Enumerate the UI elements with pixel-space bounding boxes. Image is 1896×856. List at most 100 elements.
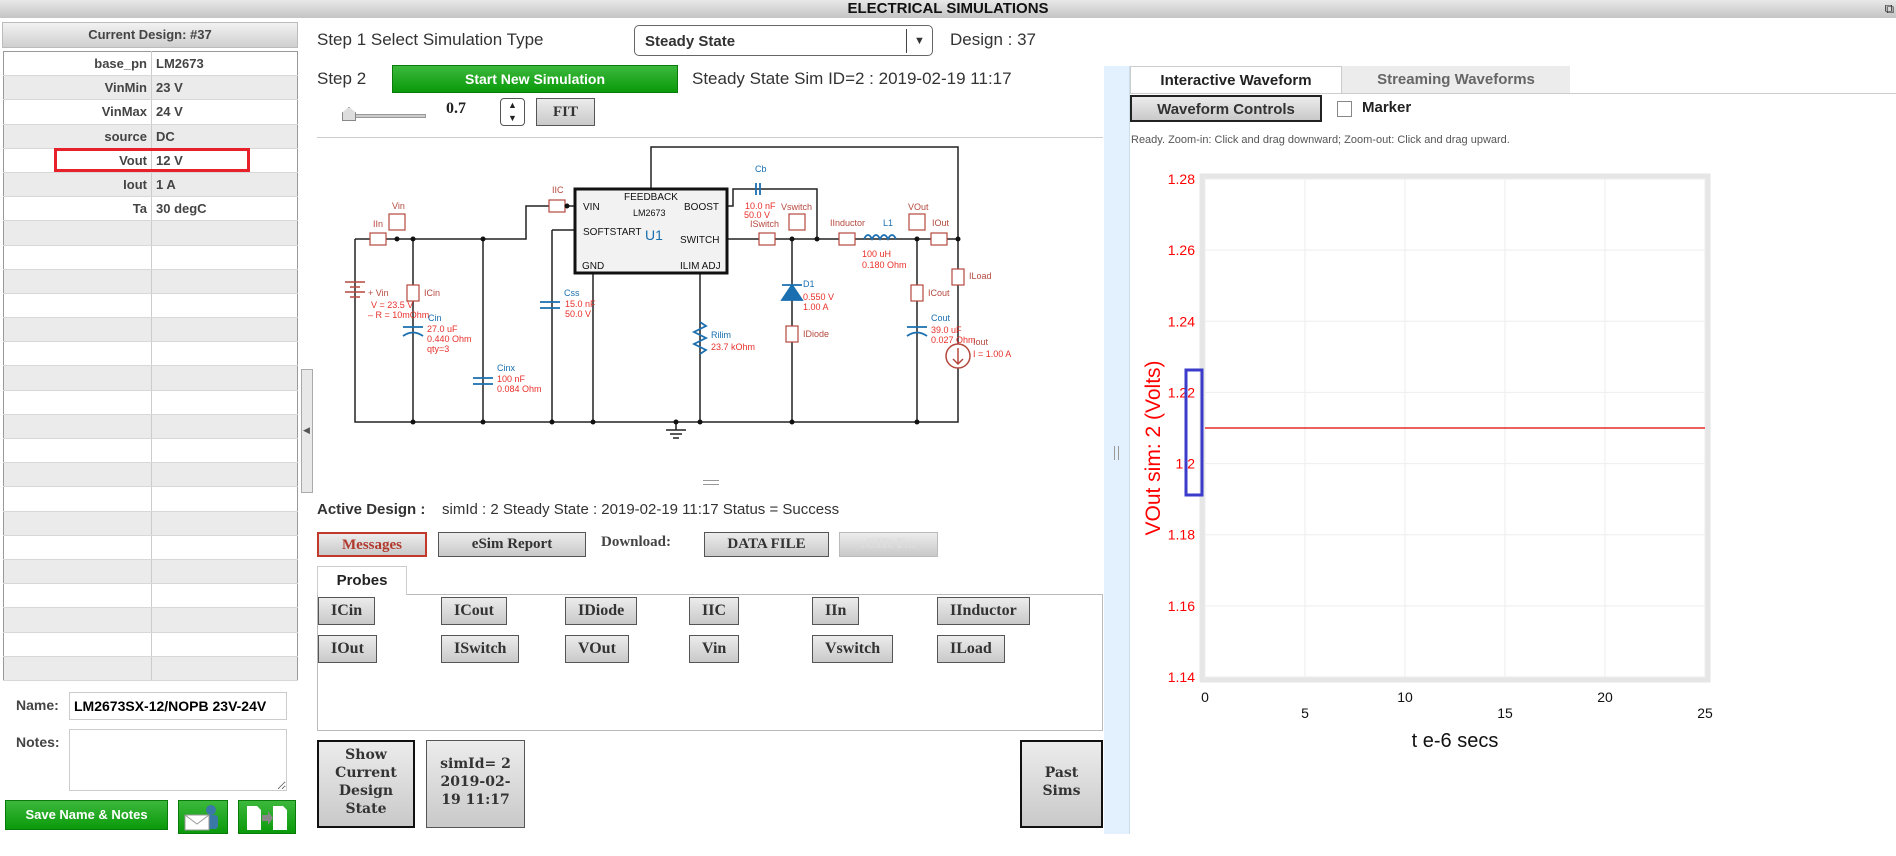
- param-row: [3, 390, 298, 415]
- notes-label: Notes:: [16, 734, 60, 750]
- copy-design-button[interactable]: [238, 800, 296, 834]
- tab-probes[interactable]: Probes: [317, 566, 407, 595]
- probe-button-iic[interactable]: IIC: [689, 597, 740, 625]
- probe-label[interactable]: ICout: [928, 288, 950, 298]
- schematic[interactable]: VIN FEEDBACK LM2673 BOOST SOFTSTART U1 S…: [317, 140, 1107, 440]
- param-value: [151, 632, 298, 657]
- param-row: [3, 607, 298, 633]
- param-key: Iout: [3, 172, 152, 198]
- cout-name: Cout: [931, 313, 951, 323]
- tab-streaming-waveforms[interactable]: Streaming Waveforms: [1342, 66, 1570, 93]
- probe-button-icout[interactable]: ICout: [441, 597, 508, 625]
- probe-label[interactable]: ISwitch: [750, 219, 779, 229]
- param-key: [3, 414, 152, 440]
- probe-label[interactable]: IInductor: [830, 218, 865, 228]
- notes-textarea[interactable]: [69, 729, 287, 791]
- param-key: VinMax: [3, 99, 152, 125]
- probe-button-iinductor[interactable]: IInductor: [937, 597, 1030, 625]
- fit-button[interactable]: FIT: [536, 98, 595, 126]
- probe-button-vswitch[interactable]: Vswitch: [812, 635, 894, 663]
- tab-interactive-waveform[interactable]: Interactive Waveform: [1130, 66, 1342, 93]
- probe-label[interactable]: VOut: [908, 202, 929, 212]
- sim-date-text: 2019-02-: [440, 774, 511, 790]
- param-value: [151, 365, 298, 391]
- messages-button[interactable]: Messages: [317, 532, 427, 557]
- waveform-controls-button[interactable]: Waveform Controls: [1130, 95, 1322, 122]
- probe-button-icin[interactable]: ICin: [318, 597, 376, 625]
- probe-button-iload[interactable]: ILoad: [937, 635, 1005, 663]
- probe-label[interactable]: ICin: [424, 288, 440, 298]
- past-sims-button[interactable]: Past Sims: [1020, 740, 1103, 828]
- param-row: VinMin 23 V: [3, 75, 298, 101]
- divider: [317, 137, 1103, 138]
- spin-up-icon[interactable]: ▲: [508, 100, 517, 110]
- param-key: [3, 438, 152, 464]
- probe-label[interactable]: IDiode: [803, 329, 829, 339]
- param-key: [3, 656, 152, 681]
- panel-splitter[interactable]: ◀: [301, 369, 313, 493]
- probe-button-iswitch[interactable]: ISwitch: [441, 635, 520, 663]
- x-axis-label: t e-6 secs: [1412, 730, 1499, 752]
- zoom-slider-thumb[interactable]: [342, 107, 356, 121]
- probe-button-vout[interactable]: VOut: [565, 635, 629, 663]
- zoom-slider-track[interactable]: [350, 114, 426, 118]
- ic-u1: [573, 187, 729, 275]
- param-key: [3, 632, 152, 657]
- copy-document-icon: [247, 806, 287, 830]
- probe-button-iout[interactable]: IOut: [318, 635, 377, 663]
- param-value: DC: [151, 124, 298, 149]
- param-key: [3, 245, 152, 270]
- panel-divider[interactable]: [1104, 66, 1130, 834]
- y-tick-label: 1.16: [1168, 598, 1195, 614]
- cin-qty: qty=3: [427, 344, 449, 354]
- step1-label: Step 1 Select Simulation Type: [317, 30, 544, 49]
- cinx-esr: 0.084 Ohm: [497, 384, 542, 394]
- probe-label[interactable]: IIn: [373, 219, 383, 229]
- param-row: [3, 317, 298, 343]
- param-value: 30 degC: [151, 196, 298, 222]
- show-current-design-button[interactable]: Show Current Design State: [317, 740, 415, 828]
- resize-handle[interactable]: [703, 480, 719, 485]
- save-name-notes-button[interactable]: Save Name & Notes: [5, 800, 168, 830]
- probes-panel: [317, 594, 1103, 731]
- y-tick-highlight-box: [1184, 368, 1204, 497]
- probe-label[interactable]: ILoad: [969, 271, 992, 281]
- probe-button-iin[interactable]: IIn: [812, 597, 860, 625]
- probe-button-idiode[interactable]: IDiode: [565, 597, 638, 625]
- marker-checkbox[interactable]: [1337, 101, 1352, 117]
- probe-label[interactable]: IIC: [552, 185, 564, 195]
- param-key: [3, 462, 152, 488]
- simulation-type-select[interactable]: Steady State ▼: [634, 25, 933, 56]
- probe-button-vin[interactable]: Vin: [689, 635, 740, 663]
- css-name: Css: [564, 288, 580, 298]
- pin-ilim: ILIM ADJ: [680, 261, 721, 272]
- spin-down-icon[interactable]: ▼: [508, 113, 517, 123]
- param-value: [151, 486, 298, 512]
- email-share-button[interactable]: [178, 800, 228, 834]
- zoom-spinner[interactable]: ▲ ▼: [500, 98, 525, 126]
- rilim-value: 23.7 kOhm: [711, 342, 755, 352]
- iout-source-name: Iout: [973, 337, 989, 347]
- param-value: 1 A: [151, 172, 298, 198]
- sim-history-button[interactable]: simId= 2 2019-02- 19 11:17: [426, 740, 525, 828]
- param-value: [151, 414, 298, 440]
- param-value: [151, 462, 298, 488]
- y-tick-label: 1.24: [1168, 313, 1195, 329]
- esim-report-button[interactable]: eSim Report: [438, 532, 586, 557]
- param-row: [3, 293, 298, 319]
- cir-file-button[interactable]: .CIR F...: [839, 532, 938, 557]
- y-tick-label: 1.28: [1168, 171, 1195, 187]
- pin-vin: VIN: [583, 202, 600, 213]
- param-row: [3, 486, 298, 512]
- waveform-chart[interactable]: 1.141.161.181.21.221.241.261.28051015202…: [1130, 150, 1750, 760]
- param-value: [151, 269, 298, 294]
- design-name-input[interactable]: [69, 692, 287, 720]
- marker-label: Marker: [1362, 99, 1412, 116]
- probe-label[interactable]: Vin: [392, 201, 405, 211]
- probe-label[interactable]: Vswitch: [781, 202, 812, 212]
- probe-label[interactable]: IOut: [932, 218, 950, 228]
- param-row: [3, 365, 298, 391]
- start-new-simulation-button[interactable]: Start New Simulation: [392, 65, 678, 93]
- data-file-button[interactable]: DATA FILE: [704, 532, 829, 557]
- popout-icon[interactable]: ⧉: [1884, 1, 1894, 16]
